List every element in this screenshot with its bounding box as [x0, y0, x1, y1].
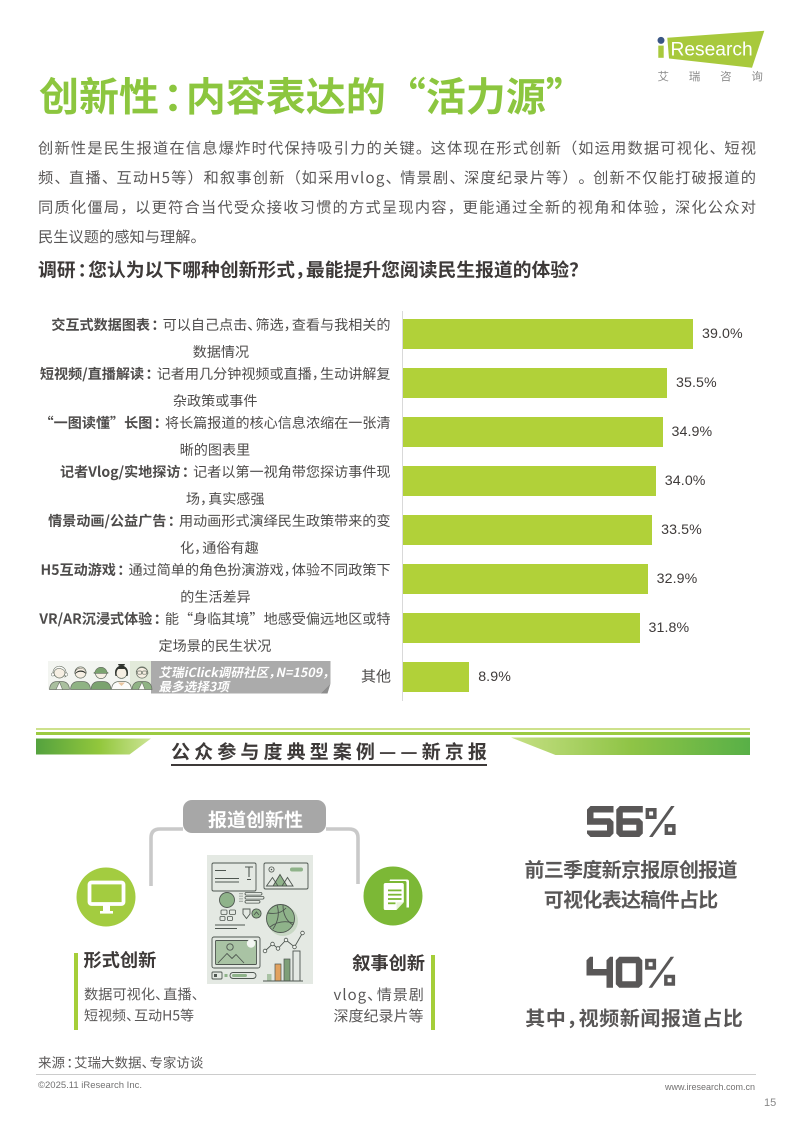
svg-text:Research: Research [671, 40, 753, 61]
